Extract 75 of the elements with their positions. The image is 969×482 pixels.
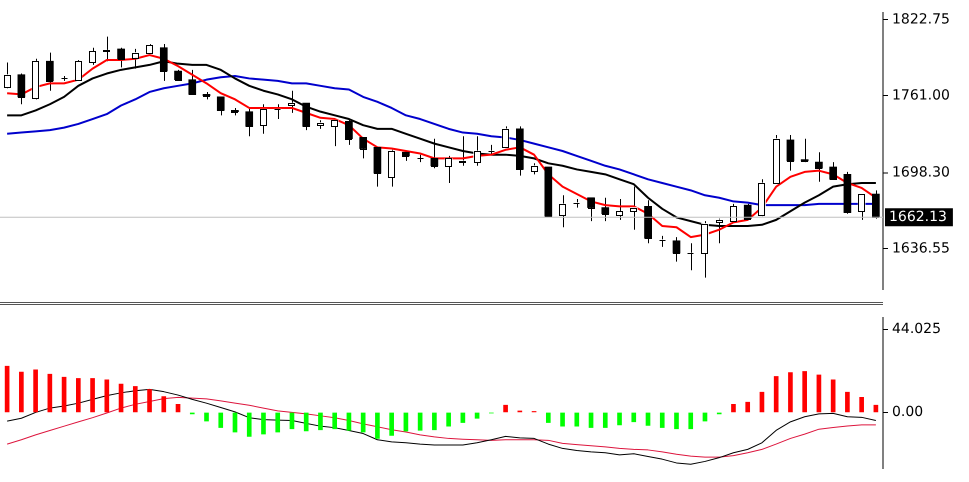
bar <box>617 412 622 426</box>
y-tick-label: 1761.00 <box>892 87 950 104</box>
bar <box>290 412 294 430</box>
bar <box>731 404 736 412</box>
bar <box>360 412 366 432</box>
bar <box>346 412 352 431</box>
bar <box>702 412 708 422</box>
bar <box>404 412 408 432</box>
y-tick-label: 1698.30 <box>892 164 950 180</box>
y-tick-label: 0.00 <box>892 404 924 420</box>
bar <box>774 376 779 412</box>
bar <box>48 374 52 412</box>
bar <box>874 404 878 412</box>
candlestick <box>288 90 296 114</box>
bar <box>802 371 807 412</box>
bar <box>830 379 836 412</box>
bar <box>147 389 152 412</box>
bar <box>19 372 24 412</box>
bar <box>232 412 238 432</box>
bar <box>104 379 110 412</box>
bar <box>503 404 508 412</box>
bar <box>218 412 224 428</box>
candlestick <box>102 36 111 62</box>
bar <box>546 412 551 423</box>
candlestick <box>274 104 282 120</box>
y-tick-label: 1822.75 <box>892 11 950 28</box>
bar <box>90 378 95 412</box>
bar <box>318 412 323 430</box>
bar <box>275 412 280 432</box>
bar <box>816 374 822 412</box>
candlestick <box>488 144 496 156</box>
bar <box>161 396 166 412</box>
bar <box>62 376 66 412</box>
bar <box>574 412 580 427</box>
bar <box>646 412 650 426</box>
bar <box>560 412 565 427</box>
bar <box>859 397 864 412</box>
bar <box>674 412 679 430</box>
bar <box>389 412 394 436</box>
bar <box>332 412 338 430</box>
bar <box>745 402 750 412</box>
bar <box>418 412 422 431</box>
candlestick <box>330 120 339 147</box>
ref-line-label: 1662.13 <box>889 208 947 225</box>
candlestick <box>686 242 695 271</box>
bar <box>760 392 764 412</box>
bar <box>588 412 594 428</box>
bar <box>118 384 124 412</box>
bar <box>660 412 665 428</box>
bar <box>474 412 480 419</box>
y-tick-label: 1636.55 <box>892 240 950 256</box>
bar <box>446 412 451 427</box>
bar <box>788 372 793 412</box>
bar <box>688 412 694 430</box>
y-tick-label: 44.025 <box>892 321 941 338</box>
bar <box>33 369 38 412</box>
candlestick <box>502 126 510 148</box>
bar <box>204 412 209 422</box>
bar <box>432 412 437 430</box>
bar <box>845 392 850 412</box>
bar <box>375 412 380 439</box>
bar <box>4 366 10 412</box>
bar <box>631 412 636 422</box>
bar <box>132 386 138 412</box>
candlestick <box>815 152 823 182</box>
bar <box>176 404 180 412</box>
bar <box>246 412 252 437</box>
bar <box>602 412 608 428</box>
bar <box>304 412 309 432</box>
bar <box>460 412 466 423</box>
candlestick <box>858 194 866 220</box>
bar <box>261 412 266 434</box>
candlestick <box>88 47 96 66</box>
bar <box>76 378 81 412</box>
candlestick <box>658 235 666 248</box>
